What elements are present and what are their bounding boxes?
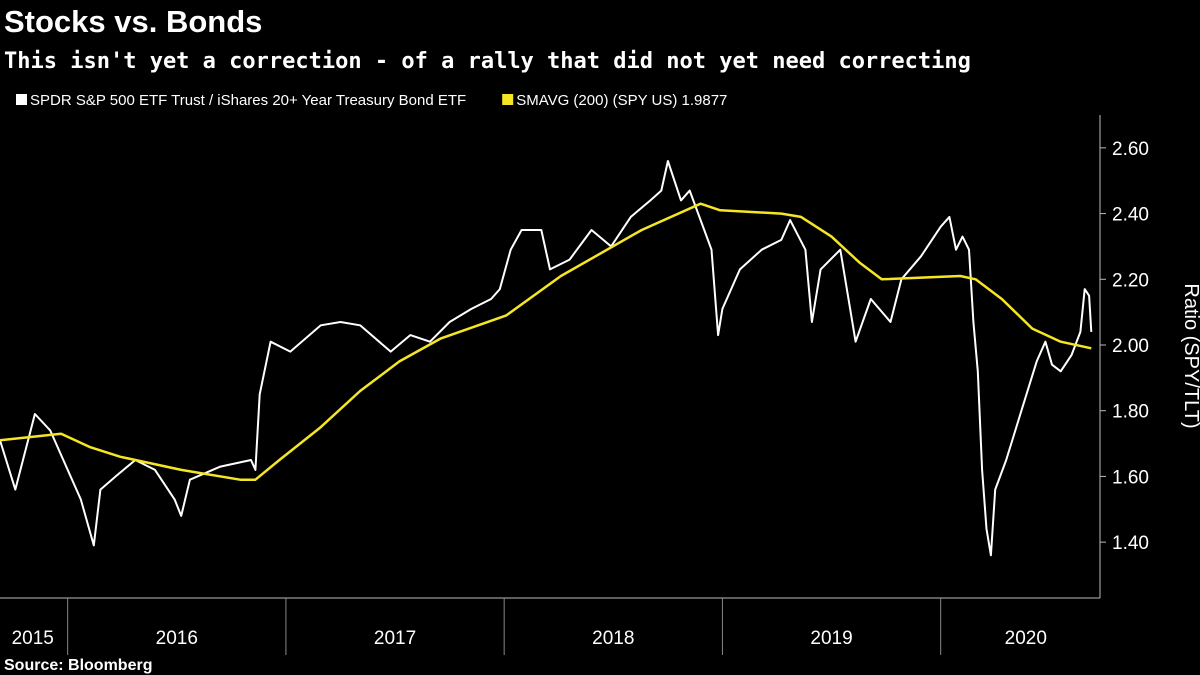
- y-tick-label: 2.60: [1112, 139, 1149, 160]
- chart-subtitle: This isn't yet a correction - of a rally…: [4, 49, 971, 74]
- y-tick-label: 2.00: [1112, 336, 1149, 357]
- legend-label: SMAVG (200) (SPY US) 1.9877: [516, 92, 727, 109]
- y-tick-label: 2.40: [1112, 205, 1149, 226]
- y-tick-label: 2.20: [1112, 270, 1149, 291]
- chart-title: Stocks vs. Bonds: [4, 4, 262, 39]
- y-tick-label: 1.80: [1112, 402, 1149, 423]
- y-tick-label: 1.60: [1112, 467, 1149, 488]
- legend-label: SPDR S&P 500 ETF Trust / iShares 20+ Yea…: [30, 92, 466, 109]
- x-tick-label: 2017: [374, 628, 416, 649]
- series-line: [0, 202, 1092, 481]
- x-tick-label: 2019: [810, 628, 852, 649]
- y-tick-label: 1.40: [1112, 533, 1149, 554]
- x-tick-label: 2018: [592, 628, 634, 649]
- legend-swatch: [502, 94, 514, 105]
- x-tick-label: 2016: [156, 628, 198, 649]
- x-tick-label: 2015: [12, 628, 54, 649]
- y-axis-label: Ratio (SPY/TLT): [1180, 283, 1200, 428]
- source: Source: Bloomberg: [4, 657, 152, 674]
- legend-swatch: [16, 94, 27, 105]
- x-tick-label: 2020: [1005, 628, 1047, 649]
